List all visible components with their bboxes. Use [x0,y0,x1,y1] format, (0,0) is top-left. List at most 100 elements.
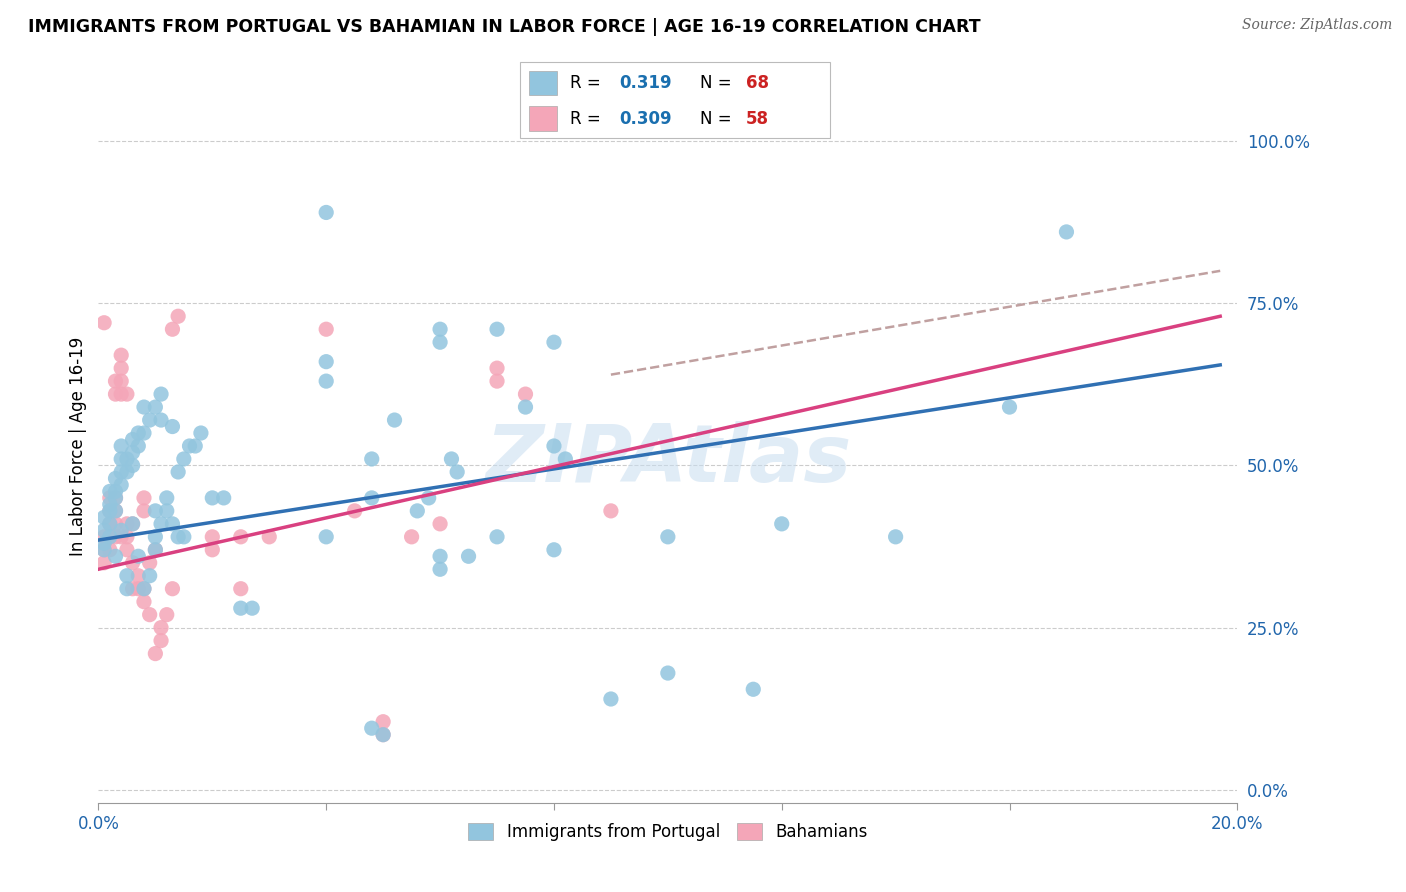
Point [179,439,201,453]
Point [145,400,167,414]
Point [156,504,179,518]
Point [110,478,132,492]
FancyBboxPatch shape [530,106,557,130]
Point [384,413,406,427]
Point [343,504,366,518]
Point [138,568,160,582]
Point [104,471,127,485]
Point [110,387,132,401]
Point [121,516,143,531]
Point [418,491,440,505]
Point [429,322,451,336]
Point [373,714,395,729]
FancyBboxPatch shape [520,62,830,138]
Text: 68: 68 [747,74,769,92]
Point [93,524,115,538]
Text: IMMIGRANTS FROM PORTUGAL VS BAHAMIAN IN LABOR FORCE | AGE 16-19 CORRELATION CHAR: IMMIGRANTS FROM PORTUGAL VS BAHAMIAN IN … [28,18,981,36]
Text: N =: N = [700,110,731,128]
Point [132,582,155,596]
Point [184,439,207,453]
Point [406,504,429,518]
Point [132,595,155,609]
Point [110,374,132,388]
Point [98,516,121,531]
Point [212,491,235,505]
Point [132,400,155,414]
Point [429,516,451,531]
Point [373,728,395,742]
Point [121,458,143,473]
Point [373,728,395,742]
Text: ZIPAtlas: ZIPAtlas [485,421,851,500]
Point [162,516,184,531]
Point [173,452,195,467]
Point [600,692,623,706]
Point [150,413,173,427]
Point [121,556,143,570]
Point [145,542,167,557]
Text: 0.319: 0.319 [619,74,672,92]
Point [104,374,127,388]
Point [121,445,143,459]
Point [229,601,252,615]
Point [440,452,463,467]
Point [104,491,127,505]
Point [429,549,451,564]
Point [104,484,127,499]
Point [138,413,160,427]
Point [127,568,149,582]
Point [145,530,167,544]
Point [110,465,132,479]
Point [884,530,907,544]
Point [132,582,155,596]
Point [600,504,623,518]
Point [162,419,184,434]
Text: R =: R = [569,110,600,128]
Point [173,530,195,544]
Point [190,425,212,440]
Text: R =: R = [569,74,600,92]
Point [315,354,337,368]
Point [360,491,382,505]
Point [150,387,173,401]
FancyBboxPatch shape [530,70,557,95]
Point [360,452,382,467]
Point [127,425,149,440]
Point [742,682,765,697]
Point [110,439,132,453]
Point [156,607,179,622]
Point [98,504,121,518]
Point [446,465,468,479]
Point [240,601,263,615]
Point [201,491,224,505]
Point [93,542,115,557]
Point [127,439,149,453]
Point [167,310,190,324]
Point [156,491,179,505]
Point [104,504,127,518]
Text: Source: ZipAtlas.com: Source: ZipAtlas.com [1241,18,1392,32]
Point [115,568,138,582]
Point [127,582,149,596]
Point [259,530,281,544]
Point [486,530,509,544]
Point [657,666,679,681]
Point [138,607,160,622]
Point [486,361,509,376]
Point [657,530,679,544]
Point [543,335,565,350]
Point [145,542,167,557]
Point [138,556,160,570]
Point [360,721,382,735]
Point [93,510,115,524]
Point [98,504,121,518]
Point [401,530,423,544]
Point [315,205,337,219]
Point [201,530,224,544]
Point [132,491,155,505]
Point [543,542,565,557]
Point [121,516,143,531]
Point [121,582,143,596]
Point [115,530,138,544]
Point [543,439,565,453]
